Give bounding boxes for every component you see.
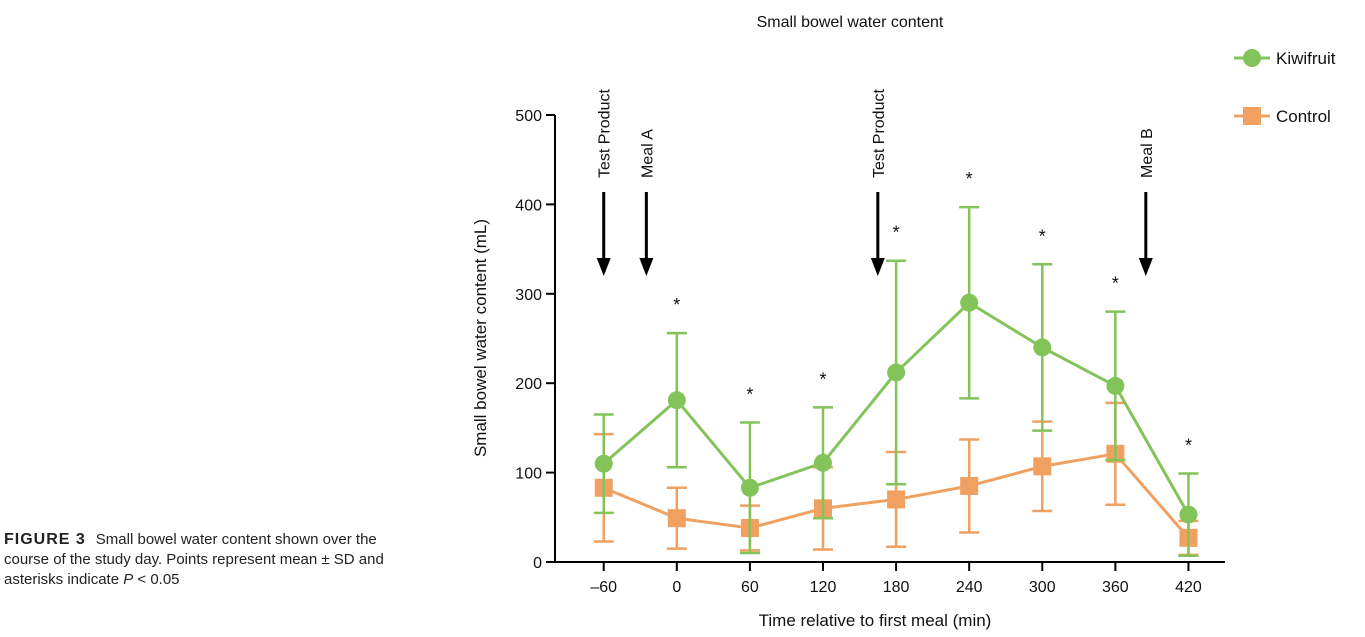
y-tick-label: 500 [515, 108, 542, 125]
legend-marker [1243, 49, 1261, 67]
y-tick-label: 100 [515, 466, 542, 483]
significance-asterisk: * [1039, 226, 1046, 246]
data-point [740, 478, 759, 497]
annotation-label: Meal B [1139, 128, 1156, 178]
series-layer [593, 205, 1199, 557]
x-tick-label: 360 [1102, 579, 1129, 596]
y-axis-label: Small bowel water content (mL) [471, 219, 490, 457]
annotation-label: Test Product [871, 89, 888, 178]
legend-marker [1243, 107, 1261, 125]
data-point [1106, 376, 1125, 395]
y-tick-label: 300 [515, 287, 542, 304]
annotation-arrow-head [1138, 258, 1153, 276]
legend-label: Control [1276, 107, 1331, 126]
annotation-arrow-head [596, 258, 611, 276]
x-tick-label: 60 [741, 579, 759, 596]
data-point [960, 293, 979, 312]
data-point [667, 509, 686, 528]
annotation-arrow-head [639, 258, 654, 276]
y-tick-label: 200 [515, 376, 542, 393]
figure-label: FIGURE 3 [4, 531, 86, 548]
significance-asterisk: * [819, 369, 826, 389]
y-tick-label: 400 [515, 197, 542, 214]
x-tick-label: 180 [883, 579, 910, 596]
data-point [887, 490, 906, 509]
x-tick-label: 240 [956, 579, 983, 596]
caption-text: Small bowel water content shown over the… [4, 531, 384, 588]
data-point [667, 391, 686, 410]
y-tick-label: 0 [533, 555, 542, 572]
data-point [1033, 338, 1052, 357]
legend-label: Kiwifruit [1276, 49, 1336, 68]
significance-asterisk: * [1112, 274, 1119, 294]
significance-asterisk: * [966, 169, 973, 189]
significance-asterisk: * [893, 223, 900, 243]
significance-asterisk: * [1185, 435, 1192, 455]
significance-asterisk: * [673, 295, 680, 315]
figure-caption: FIGURE 3 Small bowel water content shown … [4, 530, 424, 590]
x-tick-label: 0 [672, 579, 681, 596]
data-point [814, 453, 832, 472]
x-tick-label: –60 [590, 579, 617, 596]
annotation-label: Meal A [639, 129, 656, 178]
caption-text-end: < 0.05 [133, 571, 180, 588]
annotation-arrow-head [870, 258, 885, 276]
x-tick-label: 300 [1029, 579, 1056, 596]
p-symbol: P [123, 571, 134, 588]
x-tick-label: 420 [1175, 579, 1202, 596]
chart-title: Small bowel water content [757, 14, 944, 31]
data-point [960, 477, 979, 496]
series-kiwifruit [593, 205, 1199, 557]
x-axis-label: Time relative to first meal (min) [759, 611, 992, 630]
data-point [1179, 505, 1198, 524]
data-point [594, 454, 613, 473]
data-point [887, 363, 906, 382]
data-point [1033, 457, 1052, 476]
annotations: Test Product Meal A Test Product Meal B * * * *… [596, 89, 1192, 455]
legend: Kiwifruit Control [1234, 49, 1336, 126]
axes: 0 100 200 300 400 500 –60 0 60 120 180 240 300 360 420 [515, 108, 1225, 596]
annotation-label: Test Product [597, 89, 614, 178]
significance-asterisk: * [746, 385, 753, 405]
x-tick-label: 120 [810, 579, 837, 596]
